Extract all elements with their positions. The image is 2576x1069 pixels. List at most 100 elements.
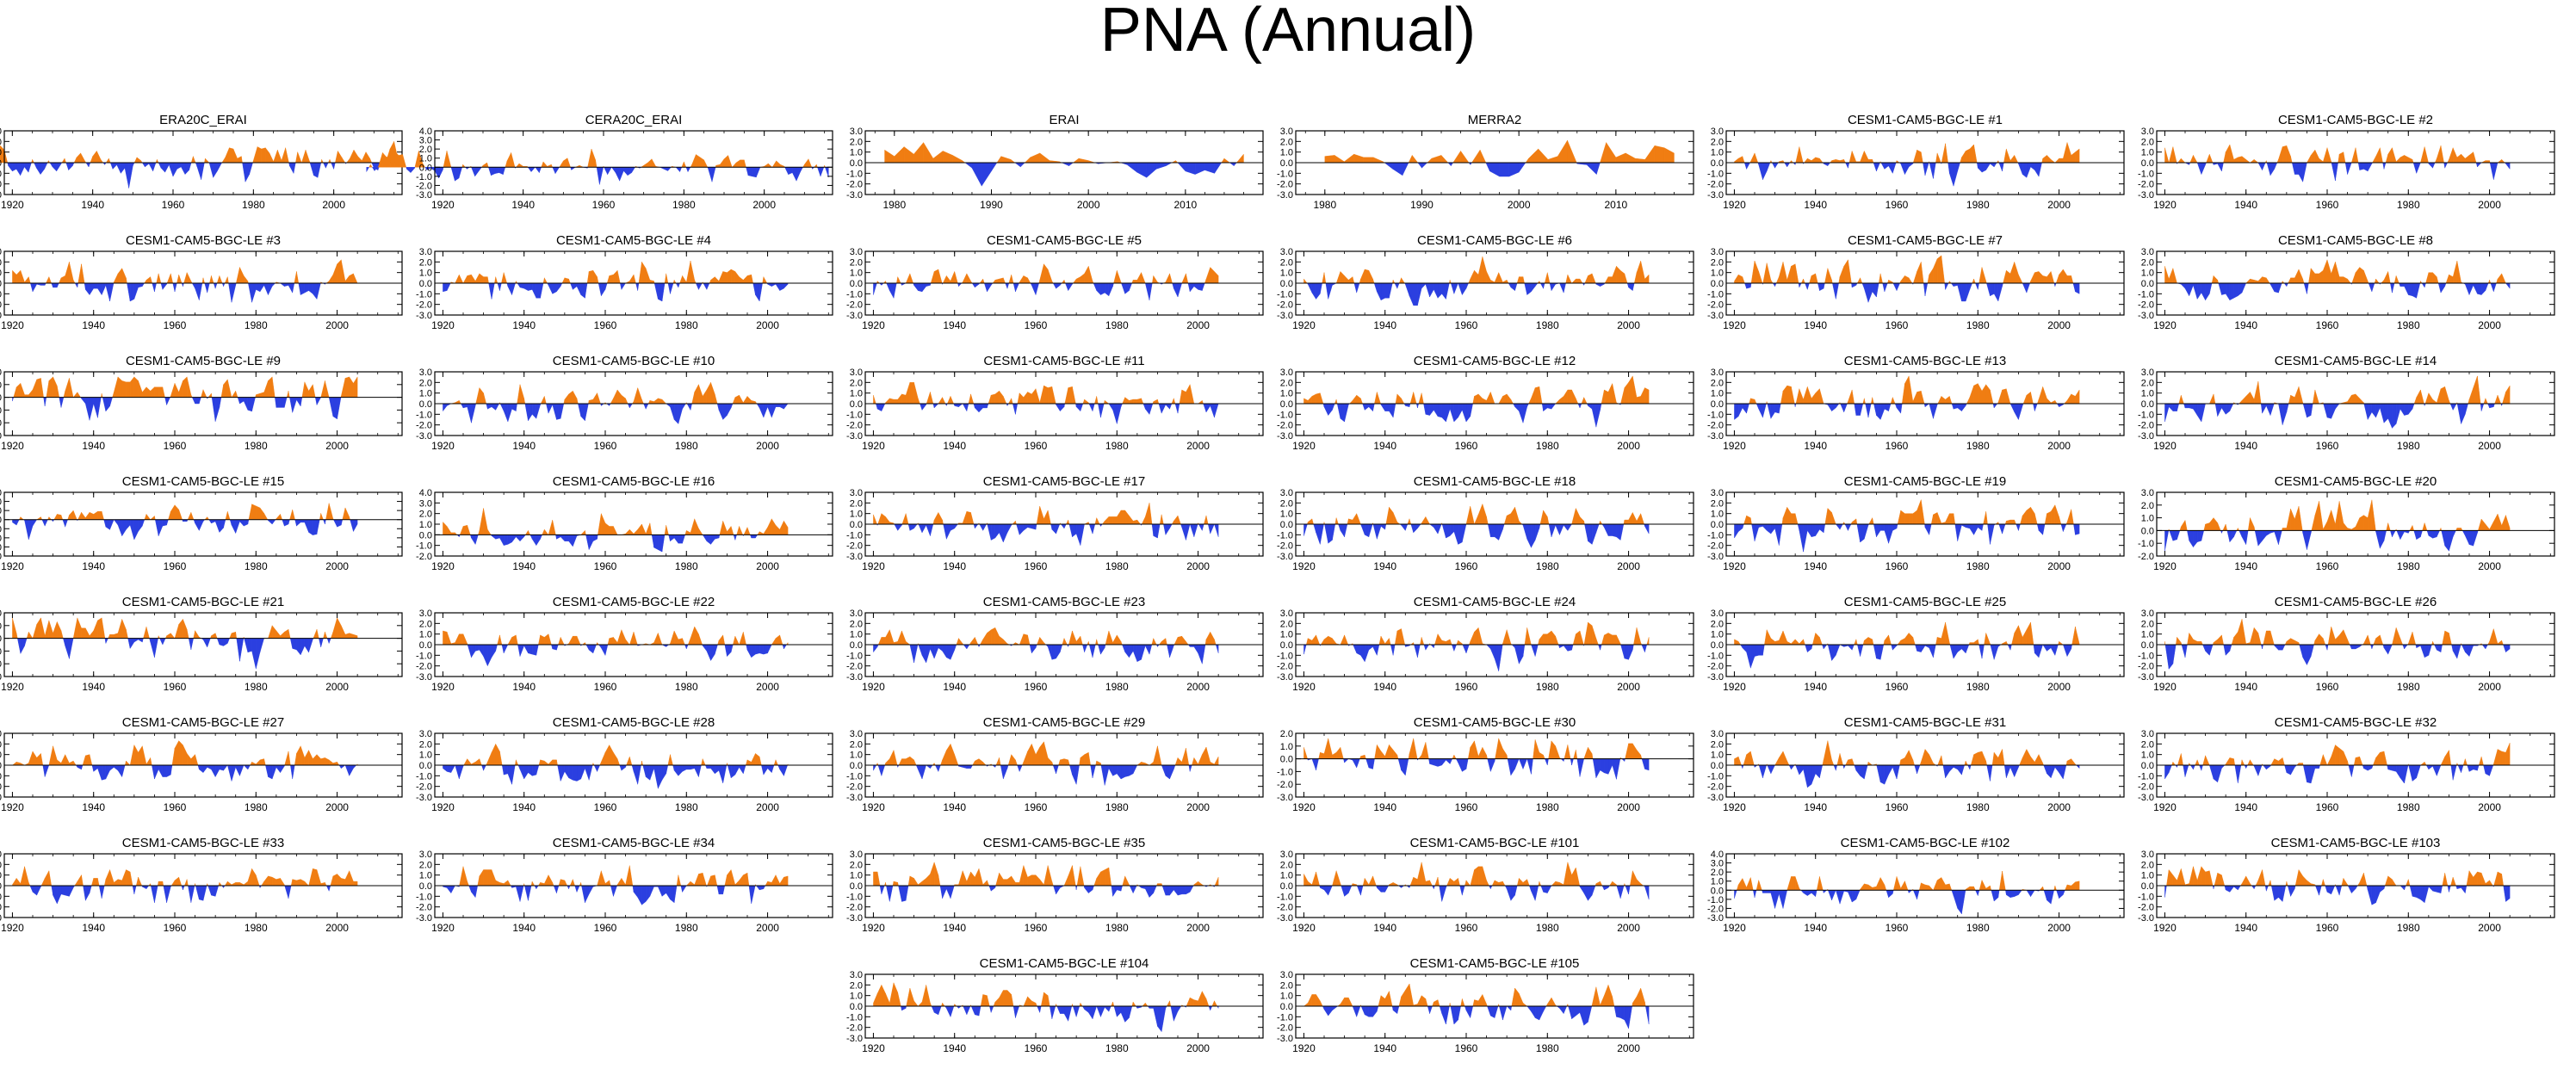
positive-anomaly [459,526,464,535]
x-tick-label: 1960 [1455,560,1478,572]
panel-title: CESM1-CAM5-BGC-LE #7 [1848,233,2003,248]
positive-anomaly [2375,147,2381,164]
positive-anomaly [962,273,968,284]
negative-anomaly [2367,162,2373,171]
negative-anomaly [138,638,143,643]
positive-anomaly [2355,266,2360,284]
negative-anomaly [1417,523,1421,529]
y-tick-label: -3.0 [0,542,2,553]
negative-anomaly [337,519,342,528]
negative-anomaly [954,523,958,529]
y-tick-label: 1.0 [2141,389,2154,399]
x-tick-label: 2000 [2047,560,2071,572]
positive-anomaly [1364,269,1370,284]
positive-anomaly [353,273,358,284]
positive-anomaly [686,261,691,284]
positive-anomaly [686,530,691,535]
positive-anomaly [1132,399,1138,405]
positive-anomaly [1348,276,1353,284]
negative-anomaly [585,403,589,421]
negative-anomaly [202,638,207,648]
negative-anomaly [1551,523,1556,537]
positive-anomaly [664,273,666,284]
negative-anomaly [2229,403,2234,411]
positive-anomaly [1782,385,1787,405]
negative-anomaly [1961,282,1966,302]
negative-anomaly [494,167,499,174]
positive-anomaly [253,146,258,164]
negative-anomaly [450,167,455,182]
negative-anomaly [24,162,29,173]
positive-anomaly [1867,159,1873,164]
positive-anomaly [321,159,324,164]
positive-anomaly [968,393,971,405]
positive-anomaly [1619,269,1625,284]
x-tick-label: 1960 [1025,440,1048,452]
positive-anomaly [715,393,718,405]
positive-anomaly [1831,280,1833,284]
negative-anomaly [121,519,127,537]
positive-anomaly [2432,272,2437,284]
negative-anomaly [52,162,57,172]
positive-anomaly [143,627,147,639]
negative-anomaly [2468,530,2474,547]
negative-anomaly [2331,162,2336,182]
positive-anomaly [884,149,895,164]
x-tick-label: 2000 [1617,560,1640,572]
positive-anomaly [743,395,748,405]
positive-anomaly [72,617,78,639]
positive-anomaly [67,515,70,520]
positive-anomaly [1068,386,1073,405]
negative-anomaly [2187,530,2189,541]
positive-anomaly [259,392,264,398]
negative-anomaly [876,403,882,411]
positive-anomaly [613,269,618,284]
negative-anomaly [1210,523,1215,534]
negative-anomaly [1856,523,1861,543]
negative-anomaly [1434,282,1439,299]
negative-anomaly [371,167,375,172]
positive-anomaly [168,511,171,520]
positive-anomaly [1754,399,1757,405]
negative-anomaly [2018,162,2023,175]
positive-anomaly [1803,278,1805,284]
y-tick-label: 0.0 [1711,399,1724,410]
negative-anomaly [1149,403,1154,415]
positive-anomaly [1941,395,1946,405]
x-tick-label: 2000 [325,319,349,331]
positive-anomaly [1851,518,1857,525]
negative-anomaly [2239,530,2243,537]
y-tick-label: 2.0 [0,497,2,508]
positive-anomaly [446,632,452,646]
negative-anomaly [1205,403,1211,413]
positive-anomaly [483,276,488,284]
negative-anomaly [1172,282,1174,289]
x-tick-label: 1980 [1966,560,1990,572]
negative-anomaly [214,519,220,533]
negative-anomaly [930,523,934,536]
negative-anomaly [259,282,264,293]
positive-anomaly [2066,275,2071,284]
negative-anomaly [2392,282,2395,294]
negative-anomaly [767,282,772,287]
positive-anomaly [114,273,119,284]
negative-anomaly [2193,530,2198,548]
negative-anomaly [1151,523,1154,536]
positive-anomaly [1908,375,1914,405]
negative-anomaly [129,638,135,650]
positive-anomaly [1819,158,1824,164]
x-tick-label: 1960 [592,199,616,211]
negative-anomaly [2441,530,2445,547]
positive-anomaly [727,269,732,284]
positive-anomaly [2282,145,2288,164]
negative-anomaly [2344,162,2348,175]
negative-anomaly [298,282,301,295]
positive-anomaly [1559,395,1564,405]
negative-anomaly [1384,162,1393,170]
negative-anomaly [1328,403,1333,417]
positive-area [1303,256,1650,284]
negative-anomaly [2184,282,2189,296]
negative-anomaly [1933,162,1936,179]
negative-anomaly [162,638,166,646]
